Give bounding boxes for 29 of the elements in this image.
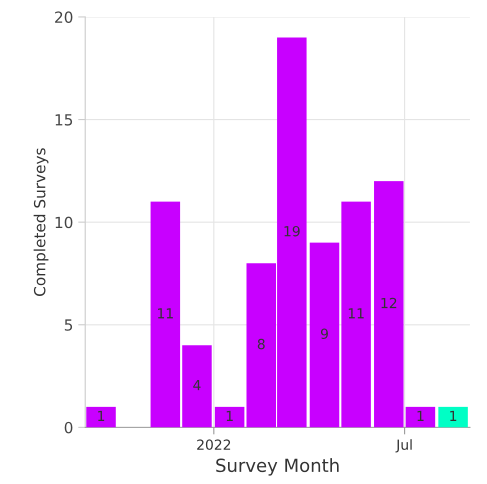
bar <box>310 242 340 428</box>
bar <box>182 345 212 428</box>
y-tick-label: 20 <box>55 11 72 23</box>
bar <box>406 406 436 428</box>
data-label: 11 <box>158 308 173 318</box>
x-axis-title: Survey Month <box>216 458 339 476</box>
y-tick-label: 5 <box>64 319 72 331</box>
bar <box>341 202 371 428</box>
data-label: 11 <box>348 308 364 318</box>
y-tick-label: 10 <box>56 216 72 228</box>
y-tick-label: 0 <box>64 422 72 434</box>
y-axis-title: Completed Surveys <box>34 148 48 296</box>
data-label: 12 <box>381 298 396 308</box>
bar <box>86 406 116 428</box>
x-tick-label: 2022 <box>197 439 230 450</box>
bar <box>374 181 404 428</box>
bar <box>150 202 180 428</box>
data-label: 4 <box>193 380 201 390</box>
data-label: 9 <box>320 328 328 340</box>
data-label: 1 <box>418 410 424 421</box>
bar <box>214 406 244 428</box>
bar <box>438 406 468 428</box>
data-label: 1 <box>226 410 233 421</box>
y-tick-label: 15 <box>56 114 72 126</box>
data-label: 19 <box>284 226 300 236</box>
x-tick-label: Jul <box>396 439 412 453</box>
data-label: 8 <box>258 338 265 350</box>
data-label: 1 <box>450 410 456 421</box>
data-label: 1 <box>98 410 104 421</box>
